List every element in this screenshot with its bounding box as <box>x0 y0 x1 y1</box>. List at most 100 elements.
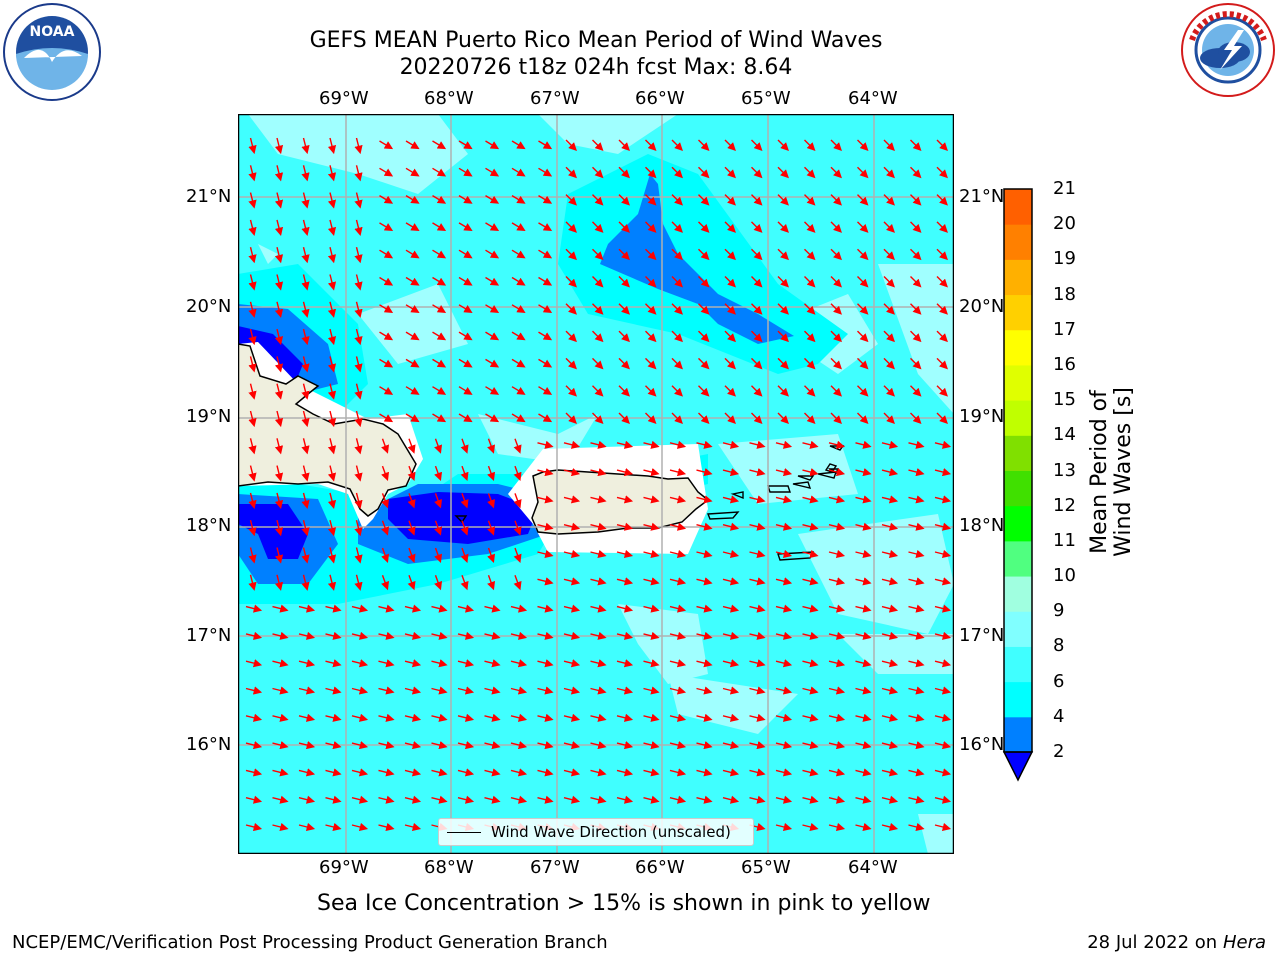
colorbar-segment <box>1004 681 1032 718</box>
wave-direction-arrow <box>327 547 337 564</box>
wave-direction-arrow <box>351 713 369 722</box>
wave-direction-arrow <box>354 274 363 291</box>
wave-direction-arrow <box>378 631 395 640</box>
wave-direction-arrow <box>724 166 736 179</box>
wave-direction-arrow <box>881 549 899 559</box>
wave-direction-arrow <box>537 741 554 750</box>
wave-direction-arrow <box>883 248 895 261</box>
wave-direction-arrow <box>881 822 899 832</box>
wave-direction-arrow <box>327 301 337 318</box>
wave-direction-arrow <box>722 713 740 722</box>
wave-direction-arrow <box>405 276 420 286</box>
wave-direction-arrow <box>510 768 528 777</box>
colorbar-tick-label: 15 <box>1053 389 1076 411</box>
wave-direction-arrow <box>432 167 447 177</box>
wave-direction-arrow <box>908 795 925 804</box>
wave-direction-arrow <box>618 385 630 397</box>
wave-direction-arrow <box>645 221 657 233</box>
wave-direction-arrow <box>618 330 630 343</box>
wave-direction-arrow <box>910 139 922 151</box>
wave-direction-arrow <box>802 604 819 613</box>
wave-direction-arrow <box>487 520 496 536</box>
wave-direction-arrow <box>643 686 660 695</box>
colorbar-segment <box>1004 646 1032 683</box>
wave-direction-arrow <box>857 248 869 261</box>
wave-direction-arrow <box>934 686 952 695</box>
wave-direction-arrow <box>381 465 390 482</box>
wave-direction-arrow <box>354 192 363 209</box>
wave-direction-arrow <box>881 631 899 640</box>
wave-direction-arrow <box>802 468 819 477</box>
wave-direction-arrow <box>934 549 952 559</box>
wave-direction-arrow <box>510 713 528 722</box>
wave-direction-arrow <box>645 385 657 397</box>
wave-direction-arrow <box>908 495 925 504</box>
wave-direction-arrow <box>379 249 394 259</box>
wave-direction-arrow <box>855 549 872 559</box>
wave-direction-arrow <box>830 303 842 315</box>
wave-direction-arrow <box>563 468 581 477</box>
wave-direction-arrow <box>881 795 899 804</box>
wave-direction-arrow <box>722 795 740 804</box>
colorbar-tick-label: 13 <box>1053 459 1076 481</box>
wave-direction-arrow <box>883 385 895 397</box>
wave-direction-arrow <box>590 741 607 750</box>
footer-machine: Hera <box>1222 932 1266 953</box>
wave-direction-arrow <box>484 659 501 668</box>
wave-direction-arrow <box>301 383 310 400</box>
lon-label-top: 64°W <box>848 88 898 109</box>
lat-label-left: 21°N <box>186 186 232 207</box>
wave-direction-arrow <box>802 713 819 722</box>
wave-direction-arrow <box>618 194 630 206</box>
wave-direction-arrow <box>910 385 922 397</box>
wave-direction-arrow <box>643 713 660 722</box>
wave-direction-arrow <box>722 495 740 504</box>
wave-direction-arrow <box>749 713 766 722</box>
wave-direction-arrow <box>432 249 447 259</box>
wave-direction-arrow <box>432 331 447 341</box>
wave-direction-arrow <box>775 577 793 586</box>
wave-direction-arrow <box>379 304 394 313</box>
wave-direction-arrow <box>592 166 604 179</box>
wave-direction-arrow <box>698 194 710 206</box>
wave-direction-arrow <box>777 248 789 261</box>
lon-label-top: 69°W <box>319 88 369 109</box>
wave-direction-arrow <box>828 549 846 559</box>
wave-direction-arrow <box>722 577 740 586</box>
wave-direction-arrow <box>301 438 310 455</box>
wave-direction-arrow <box>802 686 819 695</box>
wave-direction-arrow <box>537 768 554 777</box>
wave-direction-arrow <box>828 768 846 777</box>
wave-direction-arrow <box>458 194 473 204</box>
wave-direction-arrow <box>248 547 257 564</box>
wave-direction-arrow <box>245 713 263 722</box>
wave-direction-arrow <box>775 440 793 449</box>
wave-direction-arrow <box>828 577 846 586</box>
wave-direction-arrow <box>804 248 816 261</box>
wave-direction-arrow <box>460 493 469 509</box>
wave-direction-arrow <box>327 574 337 591</box>
wave-direction-arrow <box>857 412 869 424</box>
wave-direction-arrow <box>830 166 842 179</box>
wave-direction-arrow <box>404 659 422 668</box>
wave-direction-arrow <box>855 631 872 640</box>
wave-direction-arrow <box>379 222 394 232</box>
wave-direction-arrow <box>565 357 577 370</box>
wave-direction-arrow <box>245 741 263 750</box>
wave-direction-arrow <box>432 386 447 395</box>
wave-direction-arrow <box>379 194 394 204</box>
lat-label-left: 19°N <box>186 406 232 427</box>
wave-direction-arrow <box>881 440 899 449</box>
wave-direction-arrow <box>934 604 952 613</box>
wave-direction-arrow <box>563 659 581 668</box>
wave-direction-arrow <box>431 713 448 722</box>
wave-direction-arrow <box>828 713 846 722</box>
wave-direction-arrow <box>724 139 736 151</box>
wave-direction-arrow <box>404 604 422 613</box>
wave-direction-arrow <box>404 741 422 750</box>
wave-direction-arrow <box>248 247 257 264</box>
wave-direction-arrow <box>696 577 713 586</box>
colorbar-segment <box>1004 611 1032 647</box>
lat-label-right: 20°N <box>959 296 1005 317</box>
wave-direction-arrow <box>485 304 500 313</box>
